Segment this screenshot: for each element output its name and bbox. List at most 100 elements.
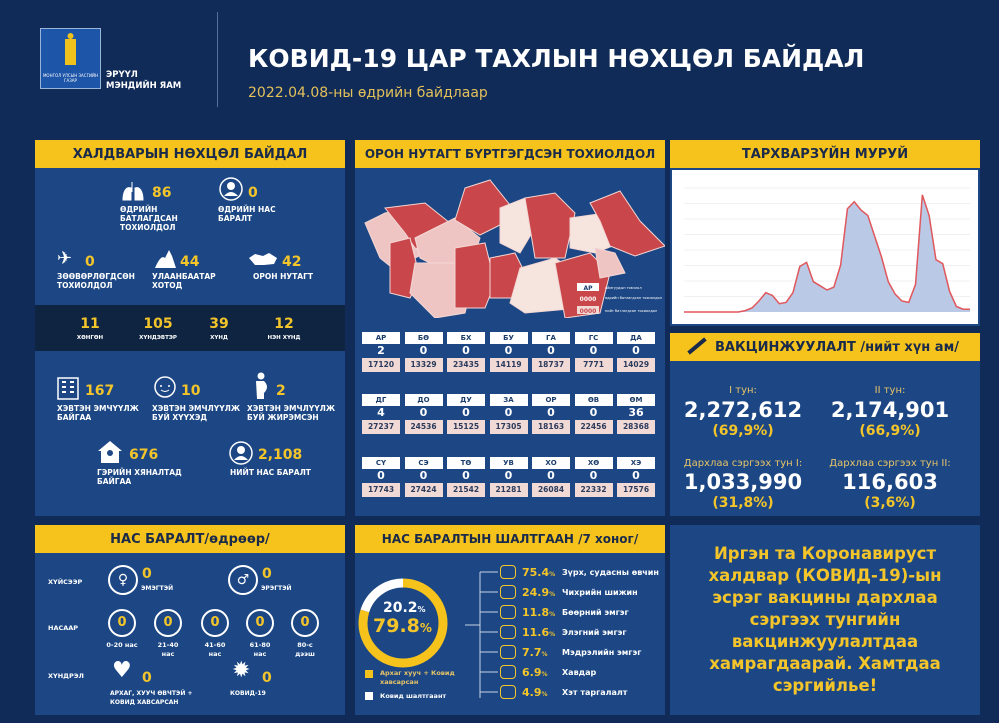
province-today: 0 [462, 344, 470, 357]
province-total: 18163 [532, 420, 570, 434]
province-total: 7771 [574, 358, 613, 372]
province-cell: ЗА 0 17305 [489, 394, 528, 434]
legend-chronic-swatch [365, 670, 373, 678]
daily-cases-value: 86 [152, 185, 172, 201]
province-today: 0 [462, 406, 470, 419]
province-today: 0 [589, 406, 598, 419]
brain-icon [500, 645, 516, 659]
death-cause-item: 4.9% Хэт таргалалт [500, 684, 627, 700]
severity-critical-label: НЭН ХҮНД [267, 335, 301, 341]
death-cause-pct-value: 7.7 [522, 645, 542, 659]
booster2-label: Дархлаа сэргээх тун II: [829, 458, 951, 469]
legend-chronic-label: Архаг хууч + Ковид хавсарсан [380, 669, 455, 686]
death-cause-label: Хавдар [562, 667, 597, 677]
age-group-label: 41-60 нас [204, 641, 226, 658]
booster1-value: 1,033,990 [683, 470, 803, 494]
province-code: ДО [404, 394, 443, 406]
province-code: ГА [532, 332, 570, 344]
mongolia-choropleth-map: АР аймгуудын товчлол 0000 өдрийн батлагд… [364, 179, 665, 318]
total-deaths-label: НИЙТ НАС БАРАЛТ [230, 468, 311, 477]
dose1-value: 2,272,612 [683, 398, 803, 422]
death-cause-item: 11.6% Элэгний эмгэг [500, 624, 627, 640]
province-cell: БӨ 0 13329 [404, 332, 443, 372]
province-cell: ДУ 0 15125 [447, 394, 485, 434]
provinces-value: 42 [282, 254, 302, 270]
province-cell: ГА 0 18737 [532, 332, 570, 372]
province-total: 18737 [532, 358, 570, 372]
page-title: КОВИД-19 ЦАР ТАХЛЫН НӨХЦӨЛ БАЙДАЛ [248, 44, 865, 73]
daily-deaths-label: ӨДРИЙН НАС БАРАЛТ [218, 205, 276, 223]
covid-only-pct-value: 20.2 [383, 600, 418, 616]
province-today: 0 [547, 344, 555, 357]
curve-panel-title: ТАРХВАРЗҮЙН МУРУЙ [670, 140, 980, 168]
age-group-label: 80-с дээш [295, 641, 315, 658]
by-sex-label: ХҮЙСЭЭР [48, 578, 83, 586]
death-cause-pct: 6.9% [522, 666, 562, 679]
province-cell: ХӨ 0 22332 [574, 457, 613, 497]
province-total: 15125 [447, 420, 485, 434]
dose2-value: 2,174,901 [830, 398, 950, 422]
map-region [454, 242, 496, 309]
province-code: БХ [447, 332, 485, 344]
pct-sign: % [549, 570, 556, 578]
province-code: АР [362, 332, 400, 344]
death-cause-pct: 4.9% [522, 686, 562, 699]
death-cause-label: Мэдрэлийн эмгэг [562, 647, 642, 657]
age-group-label: 61-80 нас [249, 641, 271, 658]
death-cause-label: Элэгний эмгэг [562, 627, 627, 637]
by-age-label: НАСААР [48, 624, 79, 632]
hospitalized-label: ХЭВТЭН ЭМЧҮҮЛЖ БАЙГАА [57, 404, 139, 422]
age-group-value: 0 [108, 609, 136, 637]
province-code: ОР [532, 394, 570, 406]
legend-today-label: өдрийн батлагдсан тохиолдол [605, 296, 662, 300]
province-code: ХӨ [574, 457, 613, 469]
legend-total-box [577, 306, 599, 314]
legend-today: 0000 [580, 296, 597, 303]
death-cause-pct-value: 6.9 [522, 665, 542, 679]
logo-text: МОНГОЛ УЛСЫН ЗАСГИЙН ГАЗАР [42, 73, 99, 83]
death-cause-label: Зүрх, судасны өвчин [562, 567, 659, 577]
person-icon [229, 441, 253, 465]
province-today: 0 [589, 469, 598, 482]
death-cause-item: 24.9% Чихрийн шижин [500, 584, 638, 600]
province-code: ӨМ [617, 394, 655, 406]
provinces-label: ОРОН НУТАГТ [253, 272, 314, 281]
government-logo: МОНГОЛ УЛСЫН ЗАСГИЙН ГАЗАР [40, 28, 101, 89]
daily-deaths-value: 0 [248, 185, 258, 201]
total-deaths-value: 2,108 [258, 447, 303, 463]
complication-label: ХҮНДРЭЛ [48, 672, 84, 680]
province-code: ХО [532, 457, 570, 469]
death-cause-item: 75.4% Зүрх, судасны өвчин [500, 564, 659, 580]
province-today: 36 [628, 406, 644, 419]
province-today: 0 [419, 406, 428, 419]
death-causes-panel [355, 525, 665, 715]
province-total: 26084 [532, 483, 570, 497]
hospitalized-value: 167 [85, 383, 115, 399]
province-code: ТӨ [447, 457, 485, 469]
imported-value: 0 [85, 254, 95, 270]
province-cell: ДА 0 14029 [617, 332, 655, 372]
province-cell: ДО 0 24536 [404, 394, 443, 434]
ulaanbaatar-label: УЛААНБААТАР ХОТОД [152, 272, 216, 290]
severity-mild-value: 11 [80, 316, 100, 332]
chronic-pct-value: 79.8 [373, 615, 420, 637]
kidney-icon [500, 605, 516, 619]
severity-strip [35, 305, 345, 351]
liver-icon [500, 625, 516, 639]
province-code: УВ [489, 457, 528, 469]
children-value: 10 [181, 383, 201, 399]
province-cell: БХ 0 23435 [447, 332, 485, 372]
province-today: 0 [632, 344, 640, 357]
home-care-value: 676 [129, 447, 159, 463]
vaccination-panel-title: ВАКЦИНЖУУЛАЛТ /нийт хүн ам/ [670, 333, 980, 361]
age-group-value: 0 [291, 609, 319, 637]
province-today: 0 [589, 344, 598, 357]
pregnant-label: ХЭВТЭН ЭМЧЛҮҮЛЖ БУЙ ЖИРЭМСЭН [247, 404, 336, 422]
message-panel: Иргэн та Коронавируст халдвар (КОВИД-19)… [670, 525, 980, 715]
lungs-icon [122, 182, 144, 201]
children-label: ХЭВТЭН ЭМЧЛҮҮЛЖ БУЙ ХҮҮХЭД [152, 404, 241, 422]
province-code: БӨ [404, 332, 443, 344]
booster1-pct: (31,8%) [712, 495, 774, 511]
death-cause-label: Чихрийн шижин [562, 587, 638, 597]
province-total: 17120 [362, 358, 400, 372]
